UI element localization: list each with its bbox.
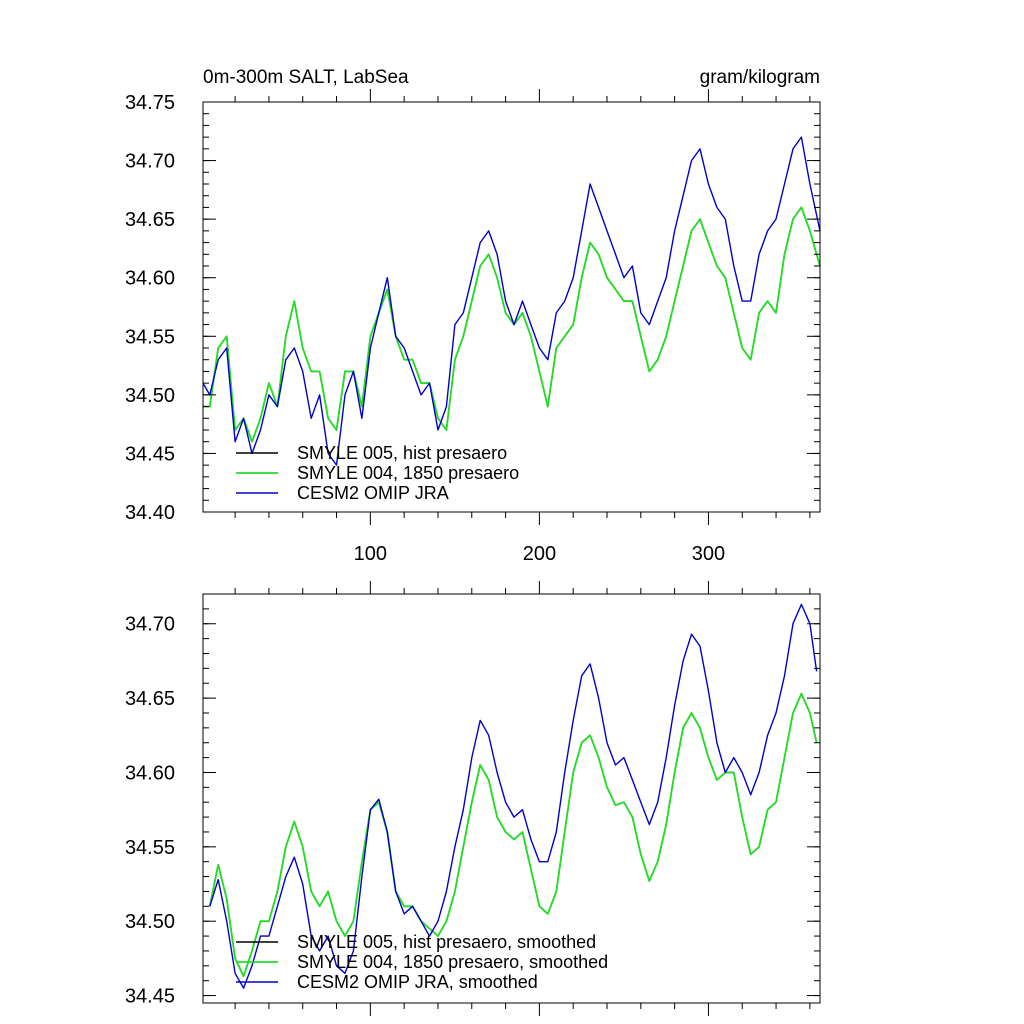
- top-chart-y-tick-label: 34.45: [125, 443, 175, 465]
- top-chart-y-tick-label: 34.65: [125, 209, 175, 231]
- bottom-chart-axes: 34.45 34.50 34.55 34.60 34.65 34.70: [125, 581, 821, 1016]
- top-chart-y-tick-label: 34.60: [125, 268, 175, 290]
- top-chart-panel: 0m-300m SALT, LabSea gram/kilogram 34.40…: [125, 67, 821, 565]
- bottom-chart-series-line-1: [208, 692, 818, 978]
- top-chart-axes: 34.40 34.45 34.50 34.55 34.60 34.65 34.70 34.75…: [125, 89, 821, 565]
- bottom-chart-legend: SMYLE 005, hist presaero, smoothedSMYLE …: [236, 932, 608, 992]
- bottom-chart-y-tick-label: 34.55: [125, 837, 175, 859]
- top-chart-legend-label-2: CESM2 OMIP JRA: [297, 483, 449, 503]
- top-chart-x-tick-label: 100: [354, 543, 387, 565]
- bottom-chart-y-tick-label: 34.70: [125, 614, 175, 636]
- bottom-chart-plot-frame: [202, 593, 821, 1004]
- top-chart-y-tick-label: 34.70: [125, 151, 175, 173]
- top-chart-series-layer: [202, 136, 821, 466]
- top-chart-series-line-2: [202, 136, 821, 466]
- top-chart-plot-frame: [202, 101, 821, 513]
- bottom-chart-panel: 34.45 34.50 34.55 34.60 34.65 34.70 SMYLE 005…: [125, 581, 821, 1016]
- bottom-chart-legend-label-0: SMYLE 005, hist presaero, smoothed: [297, 932, 596, 952]
- bottom-chart-y-tick-label: 34.45: [125, 986, 175, 1008]
- top-chart-y-tick-label: 34.55: [125, 326, 175, 348]
- bottom-chart-legend-label-2: CESM2 OMIP JRA, smoothed: [297, 972, 538, 992]
- top-chart-x-tick-label: 200: [523, 543, 556, 565]
- top-chart-title-right: gram/kilogram: [700, 67, 820, 88]
- bottom-chart-y-tick-label: 34.50: [125, 911, 175, 933]
- top-chart-title-left: 0m-300m SALT, LabSea: [203, 67, 409, 88]
- bottom-chart-legend-label-1: SMYLE 004, 1850 presaero, smoothed: [297, 952, 608, 972]
- bottom-chart-y-tick-label: 34.65: [125, 688, 175, 710]
- bottom-chart-series-line-2: [209, 603, 818, 989]
- bottom-chart-series-layer: [208, 603, 818, 989]
- top-chart-x-tick-label: 300: [692, 543, 725, 565]
- top-chart-y-tick-label: 34.40: [125, 502, 175, 524]
- bottom-chart-y-tick-label: 34.60: [125, 762, 175, 784]
- top-chart-legend-label-1: SMYLE 004, 1850 presaero: [297, 463, 519, 483]
- top-chart-series-line-1: [203, 206, 821, 443]
- top-chart-legend-label-0: SMYLE 005, hist presaero: [297, 443, 507, 463]
- top-chart-y-tick-label: 34.75: [125, 92, 175, 114]
- top-chart-y-tick-label: 34.50: [125, 385, 175, 407]
